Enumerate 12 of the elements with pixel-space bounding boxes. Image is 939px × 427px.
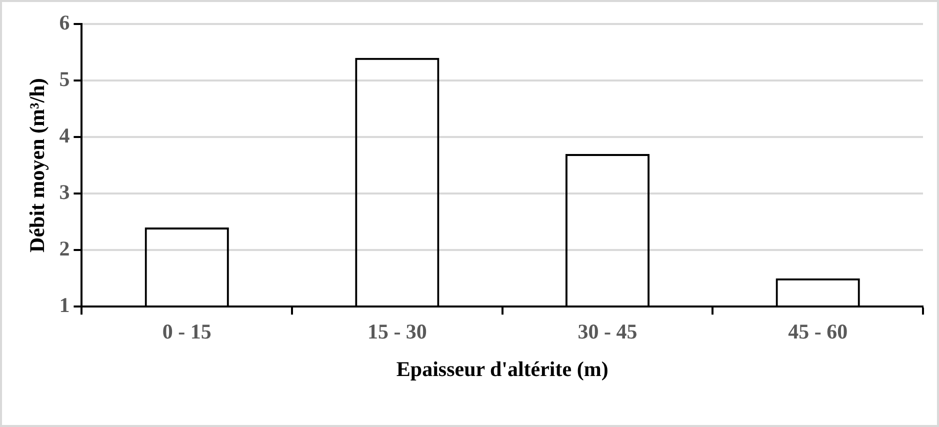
x-tick-label: 15 - 30 [367, 320, 427, 344]
y-tick-label: 1 [59, 293, 70, 318]
y-tick-label: 3 [59, 180, 70, 204]
y-tick-label: 2 [59, 236, 70, 260]
x-axis-title: Epaisseur d'altérite (m) [396, 356, 608, 381]
y-tick-label: 6 [59, 10, 70, 34]
y-tick-label: 5 [59, 66, 70, 91]
x-tick-label: 30 - 45 [578, 320, 638, 344]
y-axis-title: Débit moyen (m³/h) [25, 78, 50, 252]
x-tick-label: 45 - 60 [788, 320, 848, 344]
x-tick-label: 0 - 15 [162, 320, 212, 344]
y-tick-label: 4 [59, 123, 70, 148]
